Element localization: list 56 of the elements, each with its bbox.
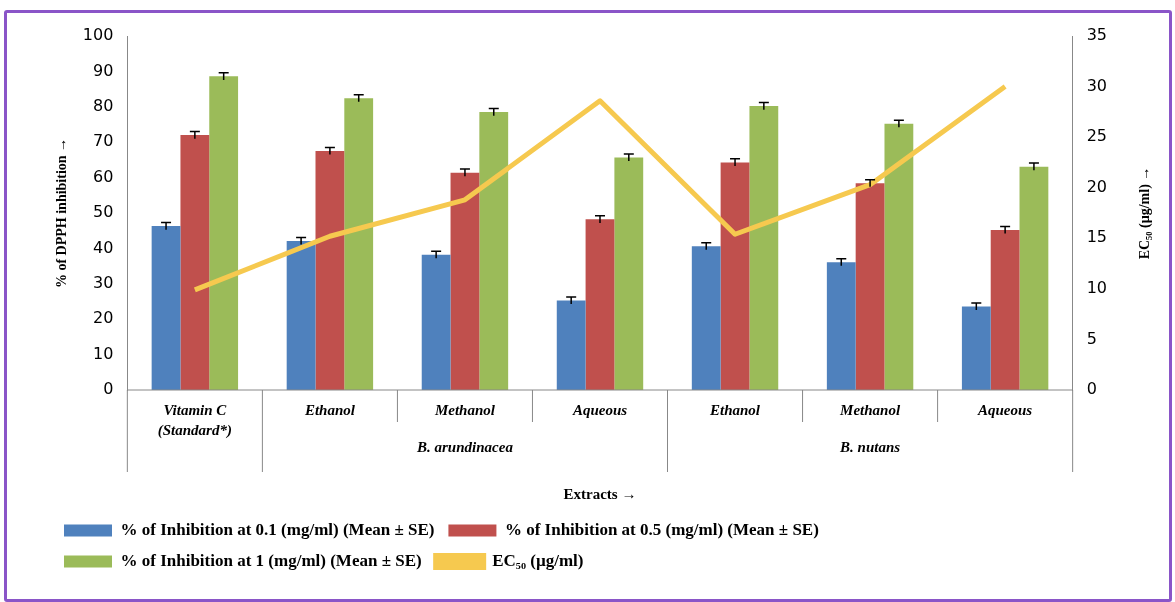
bar (614, 157, 644, 390)
y2-tick-label: 20 (1086, 176, 1107, 196)
bar (344, 98, 374, 390)
bar (556, 300, 586, 390)
y2-tick-label: 30 (1086, 75, 1107, 95)
y-tick-label: 40 (92, 237, 114, 257)
bar (450, 172, 480, 390)
x-tick-label: Methanol (839, 401, 901, 418)
y-tick-label: 70 (92, 131, 114, 151)
bar (209, 76, 239, 390)
x-tick-label: Vitamin C (Standard*) (157, 401, 232, 439)
text: B. arundinacea (416, 438, 514, 455)
y2-tick-label: 10 (1086, 278, 1107, 298)
x-tick-label: Ethanol (303, 401, 356, 418)
legend-label: % of Inhibition at 0.5 (mg/ml) (Mean ± SE) (504, 519, 819, 539)
bar (720, 162, 750, 390)
legend-label: % of Inhibition at 1 (mg/ml) (Mean ± SE) (120, 550, 422, 570)
x-tick-label: Aqueous (571, 401, 628, 418)
y2-tick-label: 0 (1086, 379, 1097, 399)
y-tick-label: 20 (92, 308, 114, 328)
bar (421, 254, 451, 390)
y2-axis-title: EC₅₀ (µg/ml) → (1136, 166, 1153, 260)
y2-tick-label: 35 (1086, 25, 1107, 45)
bar (855, 183, 885, 390)
bar (286, 240, 316, 390)
x-axis-title: Extracts → (563, 485, 637, 502)
y-tick-label: 90 (92, 60, 114, 80)
y2-tick-label: 15 (1086, 227, 1107, 247)
y-tick-label: 0 (103, 379, 114, 399)
y-tick-label: 10 (92, 343, 114, 363)
legend-label: % of Inhibition at 0.1 (mg/ml) (Mean ± SE) (120, 519, 435, 539)
bar (749, 106, 779, 390)
y2-tick-label: 25 (1086, 126, 1107, 146)
y-tick-label: 50 (92, 202, 114, 222)
y-tick-label: 80 (92, 95, 114, 115)
bar (1019, 166, 1049, 390)
x-tick-label: Ethanol (709, 401, 761, 418)
bar (180, 135, 210, 390)
text: B. nutans (839, 438, 901, 455)
bar (479, 112, 509, 390)
y2-tick-label: 5 (1086, 328, 1097, 348)
bar (961, 306, 991, 390)
bar (884, 123, 914, 390)
bar (826, 262, 856, 390)
y-tick-label: 100 (82, 25, 114, 45)
y-axis-title: % of DPPH inhibition → (54, 137, 70, 289)
x-tick-label: Aqueous (977, 401, 1033, 418)
y-tick-label: 60 (92, 166, 114, 186)
bar (151, 226, 181, 390)
bar (990, 229, 1020, 390)
legend-label: EC₅₀ (µg/ml) (492, 550, 584, 570)
bar (315, 151, 345, 390)
bar (585, 219, 615, 390)
y-tick-label: 30 (92, 272, 114, 292)
bar (691, 246, 721, 390)
x-tick-label: Methanol (433, 401, 496, 418)
